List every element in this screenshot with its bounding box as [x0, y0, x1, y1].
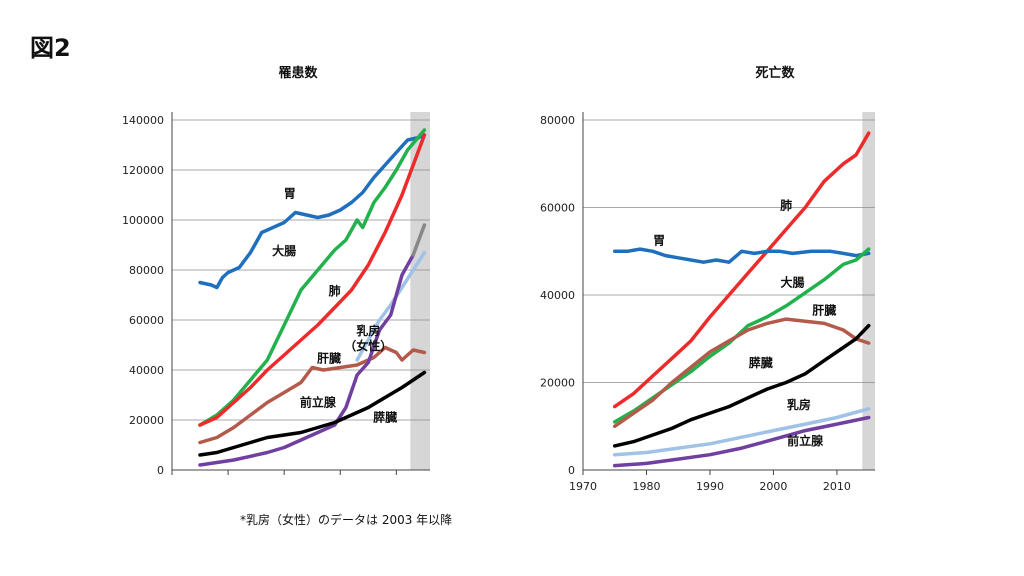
x-tick-label: 1980 [632, 480, 660, 493]
shaded-band [862, 112, 875, 470]
figure-label: 図2 [30, 34, 71, 62]
series-label: 膵臓 [373, 409, 397, 424]
x-tick-label: 1990 [696, 480, 724, 493]
chart-title: 罹患数 [278, 65, 318, 81]
y-tick-label: 20000 [129, 414, 164, 427]
series-label: 乳房 [787, 397, 811, 412]
series-line [612, 247, 871, 264]
series-line [411, 223, 427, 257]
y-tick-label: 0 [568, 464, 575, 477]
series-line [355, 250, 427, 362]
y-tick-label: 120000 [122, 164, 164, 177]
y-tick-label: 60000 [540, 202, 575, 215]
series-label: 肺 [329, 283, 341, 298]
series-label: 前立腺 [300, 394, 337, 409]
series-label: 胃 [653, 234, 665, 248]
y-tick-label: 140000 [122, 114, 164, 127]
series-line [198, 133, 427, 427]
series-line [612, 415, 871, 468]
x-tick-label: 2000 [759, 480, 787, 493]
series-label: 肺 [780, 198, 792, 213]
series-line [612, 131, 871, 409]
series-label: 前立腺 [787, 433, 824, 448]
y-tick-label: 40000 [129, 364, 164, 377]
series-label: （女性） [344, 338, 392, 353]
series-line [198, 345, 427, 445]
series-line [198, 128, 427, 427]
x-tick-label: 2010 [823, 480, 851, 493]
chart-title: 死亡数 [755, 65, 795, 81]
y-tick-label: 20000 [540, 377, 575, 390]
series-label: 大腸 [272, 243, 296, 258]
y-tick-label: 40000 [540, 289, 575, 302]
series-label: 大腸 [780, 274, 804, 289]
series-line [198, 133, 427, 290]
series-label: 胃 [284, 187, 296, 201]
mortality-chart: 死亡数 0 20000 40000 60000 80000 1970 1980 1990 2000… [540, 65, 875, 493]
footnote: *乳房（女性）のデータは 2003 年以降 [240, 513, 453, 527]
series-line [198, 370, 427, 457]
x-tick-label: 1970 [569, 480, 597, 493]
series-label: 膵臓 [749, 355, 773, 370]
y-tick-label: 80000 [129, 264, 164, 277]
series-line [612, 323, 871, 448]
series-line [198, 253, 415, 467]
incidence-chart: 罹患数 0 20000 40000 60000 80000 100000 120000 1400… [122, 65, 430, 475]
series-label: 乳房 [356, 323, 380, 338]
y-tick-label: 100000 [122, 214, 164, 227]
series-label: 肝臓 [317, 351, 341, 366]
series-line [612, 407, 871, 457]
series-label: 肝臓 [812, 303, 836, 318]
y-tick-label: 80000 [540, 114, 575, 127]
y-tick-label: 60000 [129, 314, 164, 327]
series-line [612, 317, 871, 429]
y-tick-label: 0 [157, 464, 164, 475]
